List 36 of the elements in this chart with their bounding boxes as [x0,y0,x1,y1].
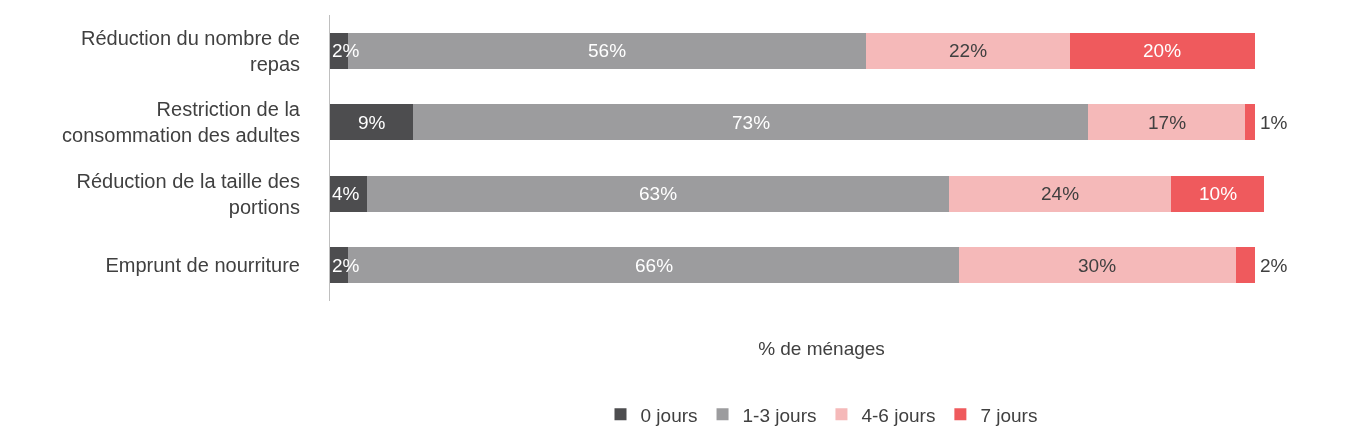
data-label: 66% [635,255,674,276]
data-label: 2% [332,40,360,61]
bar [330,104,414,141]
data-label: 20% [1143,40,1182,61]
data-label: 56% [588,40,627,61]
y-tick-label: Réduction de la taille des portions [76,169,300,218]
bar [866,32,1070,69]
legend-label: 0 jours [640,404,698,426]
data-label: 30% [1078,255,1117,276]
bar [958,247,1237,284]
data-label: 1% [1260,112,1288,133]
bar [1088,104,1246,141]
legend-label: 1-3 jours [742,404,817,426]
data-label: 73% [732,112,771,133]
bar [1171,175,1264,212]
data-label: 17% [1148,112,1187,133]
legend-label: 4-6 jours [861,404,936,426]
data-label: 63% [639,183,678,204]
data-label: 2% [1260,255,1288,276]
bar [949,175,1172,212]
bar [413,104,1089,141]
y-tick-label: Emprunt de nourriture [105,254,300,277]
data-label: 22% [949,40,988,61]
bar [366,175,950,212]
bar [1236,247,1255,284]
data-label: 4% [332,183,360,204]
legend-label: 7 jours [980,404,1038,426]
x-axis-title: % de ménages [758,337,885,359]
y-tick-label: Réduction du nombre de repas [80,26,300,75]
data-label: 10% [1199,183,1238,204]
data-label: 9% [358,112,386,133]
y-tick-label: Restriction de la consommation des adultes [62,98,301,147]
bar [1069,32,1255,69]
bar [1245,104,1255,141]
data-label: 24% [1041,183,1080,204]
data-label: 2% [332,255,360,276]
